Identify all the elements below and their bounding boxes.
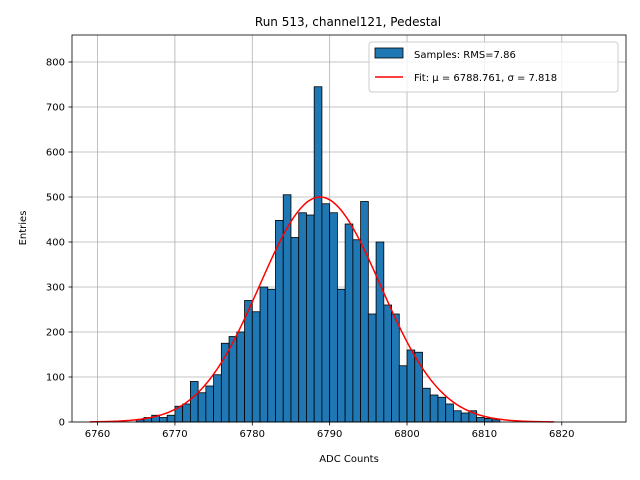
- histogram-bar: [429, 394, 439, 423]
- y-tick-label: 700: [46, 103, 65, 114]
- histogram-bar: [391, 313, 400, 423]
- histogram-bar: [313, 86, 323, 423]
- x-tick-label: 6770: [162, 429, 187, 440]
- histogram-bar: [460, 412, 470, 423]
- histogram-bar: [453, 410, 462, 423]
- histogram-bar: [166, 414, 176, 423]
- chart-title: Run 513, channel121, Pedestal: [255, 15, 441, 29]
- histogram-bar: [422, 387, 431, 423]
- histogram-bar: [275, 219, 284, 423]
- x-axis-ticks: 6760 6770 6780 6790 6800 6810 6820: [85, 422, 575, 440]
- legend-label-fit: Fit: μ = 6788.761, σ = 7.818: [414, 73, 557, 84]
- histogram-bar: [352, 239, 362, 423]
- histogram-bar: [437, 396, 447, 423]
- grid: [72, 35, 626, 423]
- histogram-bar: [182, 403, 191, 423]
- histogram-bar: [367, 313, 377, 423]
- histogram-bar: [336, 288, 346, 423]
- histogram-bar: [251, 311, 261, 423]
- histogram-bar: [267, 288, 276, 423]
- histogram-bar: [228, 336, 238, 423]
- y-tick-label: 100: [46, 373, 65, 384]
- x-tick-label: 6760: [85, 429, 110, 440]
- x-axis-label: ADC Counts: [319, 454, 379, 465]
- x-tick-label: 6780: [240, 429, 265, 440]
- histogram-bar: [375, 241, 385, 423]
- histogram-bars: [135, 86, 501, 423]
- histogram-bar: [360, 201, 369, 423]
- histogram-bar: [445, 403, 454, 423]
- histogram-bar: [398, 365, 408, 423]
- y-axis-label: Entries: [18, 211, 29, 246]
- histogram-bar: [344, 223, 354, 423]
- y-tick-label: 0: [59, 418, 65, 429]
- histogram-bar: [213, 374, 222, 423]
- histogram-bar: [189, 381, 199, 423]
- histogram-bar: [406, 349, 416, 423]
- y-tick-label: 500: [46, 193, 65, 204]
- y-tick-label: 200: [46, 328, 65, 339]
- histogram-bar: [321, 203, 331, 423]
- histogram-bar: [306, 214, 315, 423]
- legend: Samples: RMS=7.86 Fit: μ = 6788.761, σ =…: [368, 41, 619, 93]
- histogram-bar: [290, 237, 300, 423]
- histogram-bar: [298, 212, 307, 423]
- y-tick-label: 600: [46, 148, 65, 159]
- legend-label-samples: Samples: RMS=7.86: [414, 50, 516, 61]
- histogram-bar: [259, 286, 269, 423]
- legend-box: [368, 41, 619, 93]
- histogram-bar: [484, 417, 493, 423]
- plot-frame: [71, 34, 627, 423]
- histogram-bar: [197, 392, 207, 423]
- legend-swatch-samples: [374, 47, 404, 59]
- histogram-bar: [236, 331, 245, 423]
- y-tick-label: 300: [46, 283, 65, 294]
- y-axis-ticks: 0 100 200 300 400 500 600 700 800: [46, 58, 72, 429]
- histogram-bar: [205, 385, 214, 423]
- histogram-bar: [476, 417, 485, 423]
- fit-curve: [89, 196, 555, 423]
- histogram-bar: [329, 212, 338, 423]
- y-tick-label: 400: [46, 238, 65, 249]
- histogram-bar: [244, 300, 253, 423]
- x-tick-label: 6810: [472, 429, 497, 440]
- histogram-bar: [159, 417, 168, 423]
- x-tick-label: 6800: [394, 429, 419, 440]
- histogram-bar: [383, 304, 392, 423]
- y-tick-label: 800: [46, 58, 65, 69]
- x-tick-label: 6820: [549, 429, 574, 440]
- x-tick-label: 6790: [317, 429, 342, 440]
